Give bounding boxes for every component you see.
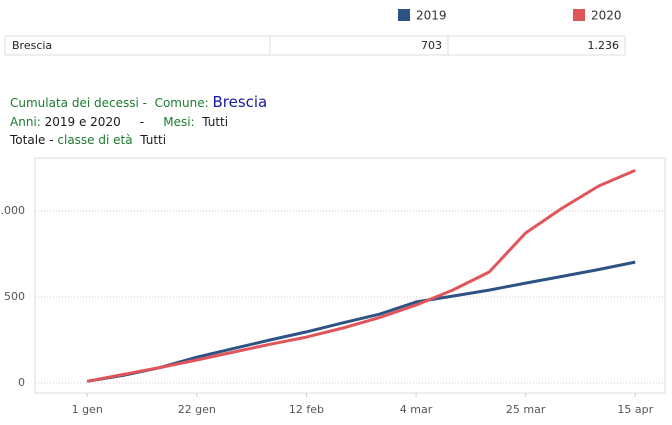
plot-frame <box>34 157 666 394</box>
legend-swatch <box>398 9 410 21</box>
legend-label: 2019 <box>416 9 447 23</box>
y-tick-label: 500 <box>4 290 25 303</box>
subtitle-line: Anni: 2019 e 2020 - Mesi: Tutti <box>10 115 228 129</box>
subtitle-part: Brescia <box>212 93 268 111</box>
subtitle-part: - <box>139 115 145 129</box>
x-tick-label: 12 feb <box>289 403 324 416</box>
x-tick-label: 4 mar <box>400 403 433 416</box>
y-tick-label: 1.000 <box>0 204 25 217</box>
subtitle-part: classe di età <box>57 133 133 147</box>
subtitle-part: Totale - <box>10 133 54 147</box>
subtitle-part: Tutti <box>202 115 229 129</box>
subtitle-part: Cumulata dei decessi - Comune: <box>10 96 209 110</box>
legend-label: 2020 <box>591 9 622 23</box>
table-cell: 703 <box>421 39 442 52</box>
subtitle-part: 2019 e 2020 <box>44 115 121 129</box>
subtitle-line: Totale - classe di età Tutti <box>10 133 166 147</box>
subtitle-part: Mesi: <box>163 115 195 129</box>
subtitle-part: Tutti <box>140 133 167 147</box>
y-tick-label: 0 <box>18 376 25 389</box>
table-cell: Brescia <box>12 39 52 52</box>
subtitle-line: Cumulata dei decessi - Comune: Brescia <box>10 93 267 111</box>
legend-swatch <box>573 9 585 21</box>
series-line <box>86 169 636 383</box>
x-tick-label: 15 apr <box>617 403 653 416</box>
x-tick-label: 25 mar <box>506 403 546 416</box>
subtitle-part: Anni: <box>10 115 41 129</box>
table-cell: 1.236 <box>588 39 620 52</box>
x-tick-label: 1 gen <box>72 403 103 416</box>
x-tick-label: 22 gen <box>178 403 216 416</box>
